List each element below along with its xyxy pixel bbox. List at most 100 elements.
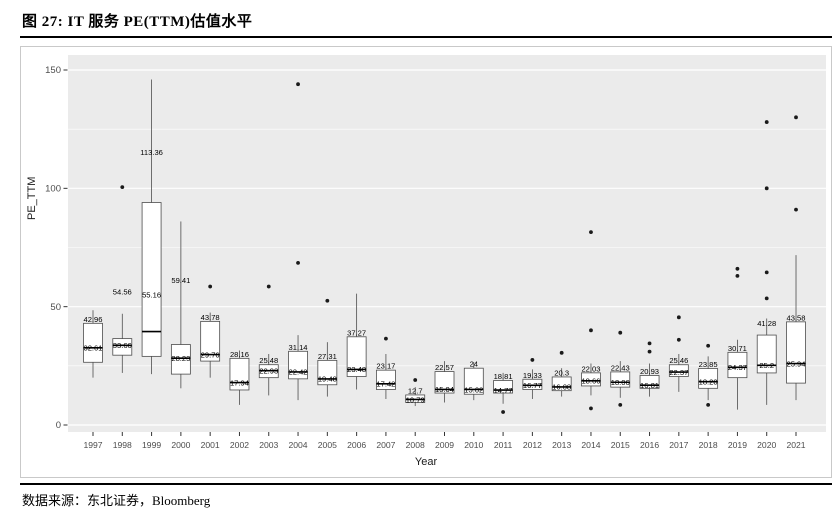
x-tick-label: 2010 xyxy=(464,440,483,450)
x-tick-label: 2009 xyxy=(435,440,454,450)
value-label-2020: 41.28 xyxy=(757,319,776,328)
box-2001 xyxy=(200,320,221,362)
value-label-2011: 18.81 xyxy=(494,372,513,381)
value-label-2015: 18.06 xyxy=(611,378,630,387)
value-label-2007: 17.42 xyxy=(376,380,395,389)
box-2012 xyxy=(522,378,543,390)
value-label-2014: 22.03 xyxy=(581,364,600,373)
box-1999 xyxy=(141,202,162,357)
outlier-point xyxy=(266,284,271,289)
x-tick-label: 2016 xyxy=(640,440,659,450)
x-tick-label: 2000 xyxy=(171,440,190,450)
box-2020 xyxy=(756,334,777,374)
value-label-2008: 10.79 xyxy=(406,395,425,404)
x-tick-label: 1997 xyxy=(83,440,102,450)
x-tick-label: 2012 xyxy=(523,440,542,450)
value-label-2018: 23.85 xyxy=(699,360,718,369)
value-label-2013: 20.3 xyxy=(554,368,569,377)
outlier-point xyxy=(589,406,593,411)
box-1997 xyxy=(83,322,103,363)
x-tick-label: 2005 xyxy=(318,440,337,450)
outlier-point xyxy=(794,207,798,212)
box-2019 xyxy=(727,351,748,379)
value-label-2017: 25.46 xyxy=(669,356,688,365)
value-label-2010: 24 xyxy=(470,360,478,369)
y-tick-label: 0 xyxy=(56,420,61,431)
value-label-2014: 18.66 xyxy=(581,377,600,386)
box-2000 xyxy=(170,344,191,375)
value-label-2009: 15.04 xyxy=(435,385,454,394)
x-tick-label: 2015 xyxy=(611,440,630,450)
value-label-2016: 20.93 xyxy=(640,367,659,376)
y-tick-label: 100 xyxy=(45,184,61,195)
outlier-point xyxy=(647,341,652,346)
outlier-point xyxy=(208,284,213,289)
value-label-2016: 16.81 xyxy=(640,381,659,390)
box-2009 xyxy=(434,371,455,394)
y-tick-label: 50 xyxy=(50,302,61,313)
value-label-2008: 12.7 xyxy=(408,386,423,395)
value-label-2009: 22.57 xyxy=(435,363,454,372)
value-label-2007: 23.17 xyxy=(376,362,395,371)
box-2017 xyxy=(668,364,689,377)
x-tick-label: 2014 xyxy=(581,440,600,450)
value-label-2002: 17.94 xyxy=(230,378,249,387)
value-label-2013: 16.08 xyxy=(552,383,571,392)
value-label-2006: 37.27 xyxy=(347,328,366,337)
x-tick-label: 2006 xyxy=(347,440,366,450)
box-2007 xyxy=(376,369,396,390)
value-label-2018: 18.28 xyxy=(699,378,718,387)
value-label-1997: 42.96 xyxy=(83,315,102,324)
x-tick-label: 2017 xyxy=(669,440,688,450)
box-2006 xyxy=(346,336,367,377)
value-label-2000: 59.41 xyxy=(171,276,190,285)
value-label-2001: 43.78 xyxy=(201,313,220,322)
outlier-point xyxy=(325,298,330,303)
value-label-2001: 29.76 xyxy=(201,350,220,359)
x-tick-label: 2007 xyxy=(376,440,395,450)
value-label-2017: 22.37 xyxy=(669,368,688,377)
value-label-2011: 14.77 xyxy=(494,386,513,395)
outlier-point xyxy=(764,186,769,191)
x-tick-label: 2001 xyxy=(201,440,220,450)
value-label-1998: 33.66 xyxy=(113,341,132,350)
value-label-2021: 43.58 xyxy=(787,313,806,322)
x-tick-label: 1998 xyxy=(113,440,132,450)
y-tick-label: 150 xyxy=(45,65,61,76)
box-2010 xyxy=(463,367,484,395)
outlier-point xyxy=(735,266,740,271)
value-label-1998: 54.56 xyxy=(113,287,132,296)
title-rule xyxy=(20,36,832,38)
x-tick-label: 2003 xyxy=(259,440,278,450)
box-2021 xyxy=(786,321,806,384)
value-label-2005: 27.31 xyxy=(318,352,337,361)
x-tick-label: 1999 xyxy=(142,440,161,450)
value-label-2000: 28.23 xyxy=(171,354,190,363)
value-label-2019: 30.71 xyxy=(728,344,747,353)
value-label-2020: 25.2 xyxy=(759,361,774,370)
outlier-point xyxy=(384,336,388,341)
x-tick-label: 2019 xyxy=(728,440,747,450)
outlier-point xyxy=(120,185,125,190)
outlier-point xyxy=(501,410,505,414)
outlier-point xyxy=(413,378,418,382)
value-label-1999: 113.36 xyxy=(140,148,163,157)
outlier-point xyxy=(794,115,798,120)
outlier-point xyxy=(735,273,740,278)
outlier-point xyxy=(764,296,769,301)
box-2015 xyxy=(610,371,631,388)
value-label-2010: 15.02 xyxy=(464,385,483,394)
value-label-2003: 22.93 xyxy=(259,367,278,376)
value-label-2002: 28.16 xyxy=(230,350,249,359)
outlier-point xyxy=(530,358,535,362)
value-label-2015: 22.43 xyxy=(611,363,630,372)
y-axis-title: PE_TTM xyxy=(26,176,38,220)
value-label-2006: 23.48 xyxy=(347,365,366,374)
x-tick-label: 2002 xyxy=(230,440,249,450)
boxplot-svg: 0 50 100 150 1997 42.96 32.61 1998 54.56 33.66 199… xyxy=(45,55,826,450)
outlier-point xyxy=(618,402,623,407)
value-label-2012: 19.33 xyxy=(523,371,542,380)
outlier-point xyxy=(618,330,623,335)
figure-title: 图 27: IT 服务 PE(TTM)估值水平 xyxy=(22,14,253,30)
